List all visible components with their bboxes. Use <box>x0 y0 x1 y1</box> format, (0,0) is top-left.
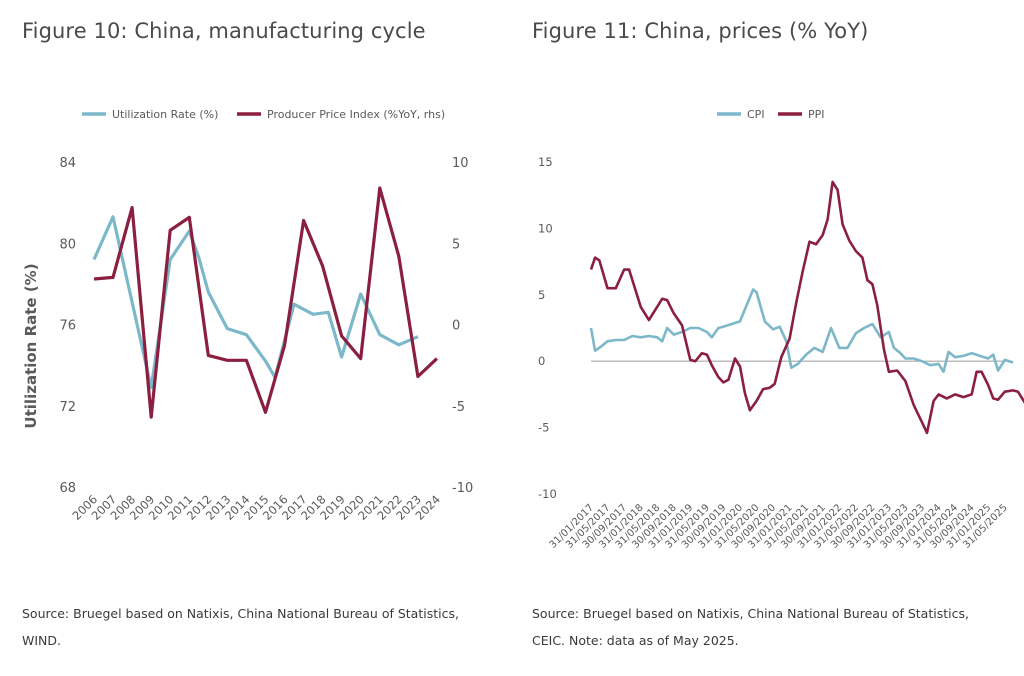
y2-tick-label: 10 <box>452 156 469 171</box>
y-tick-label: 72 <box>59 400 76 415</box>
legend-label-utilization: Utilization Rate (%) <box>112 108 218 121</box>
figure-11-source: Source: Bruegel based on Natixis, China … <box>532 606 969 648</box>
y-tick-label: 15 <box>538 155 553 169</box>
y-axis-label: Utilization Rate (%) <box>22 263 40 428</box>
series-line-producer-price-index <box>93 186 438 419</box>
figure-11-title: Figure 11: China, prices (% YoY) <box>532 19 869 43</box>
legend-label-cpi: CPI <box>747 108 765 121</box>
figure-10-source: Source: Bruegel based on Natixis, China … <box>22 606 459 648</box>
y-tick-label: 84 <box>59 156 76 171</box>
y-tick-label: 68 <box>59 481 76 496</box>
y2-tick-label: -5 <box>452 400 465 415</box>
y2-tick-label: 0 <box>452 319 460 334</box>
series-line-cpi <box>589 288 1014 374</box>
y2-tick-label: 5 <box>452 237 460 252</box>
y-tick-label: -10 <box>538 487 557 501</box>
y2-tick-label: -10 <box>452 481 473 496</box>
y-tick-label: 5 <box>538 288 545 302</box>
manufacturing-cycle-chart: Utilization Rate (%) Producer Price Index… <box>22 108 473 523</box>
legend-label-ppi: PPI <box>808 108 825 121</box>
series-line-ppi <box>589 180 1024 435</box>
y-tick-label: 80 <box>59 237 76 252</box>
series-line-utilization-rate <box>92 215 419 390</box>
figure-10-title: Figure 10: China, manufacturing cycle <box>22 19 426 43</box>
y-tick-label: 76 <box>59 319 76 334</box>
legend-label-ppi: Producer Price Index (%YoY, rhs) <box>267 108 445 121</box>
y-tick-label: 0 <box>538 354 545 368</box>
y-tick-label: -5 <box>538 421 549 435</box>
y-tick-label: 10 <box>538 221 553 235</box>
